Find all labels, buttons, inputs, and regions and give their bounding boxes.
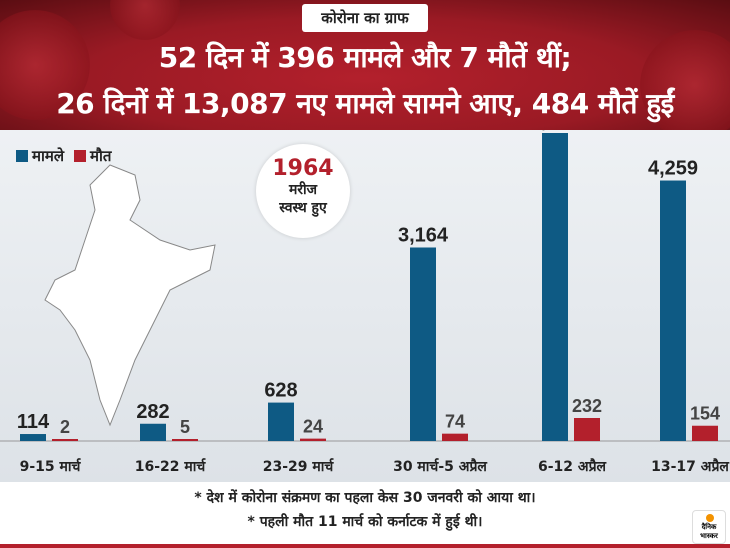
cases-label: 282 [136, 401, 169, 423]
cases-label: 114 [17, 411, 50, 433]
cases-label: 628 [264, 380, 297, 402]
legend-cases: मामले [16, 146, 64, 166]
deaths-label: 232 [572, 396, 602, 416]
header-banner: कोरोना का ग्राफ 52 दिन में 396 मामले और … [0, 0, 730, 140]
cases-label: 5,036 [530, 130, 580, 132]
dainik-bhaskar-logo: दैनिक भास्कर [692, 510, 726, 544]
legend: मामले मौत [16, 146, 111, 166]
category-label: 9-15 मार्च [20, 458, 82, 475]
cases-label: 3,164 [398, 224, 449, 246]
deaths-bar [52, 439, 78, 441]
deaths-label: 74 [445, 412, 465, 432]
deaths-bar [442, 433, 468, 441]
chart-area: मामले मौत 1964 मरीज स्वस्थ हुए 114 2 9-15 … [0, 130, 730, 482]
cases-bar [268, 402, 294, 441]
deaths-label: 5 [180, 417, 190, 437]
deaths-label: 2 [60, 417, 70, 437]
recovered-text-1: मरीज [288, 182, 318, 198]
footnote-2: * पहली मौत 11 मार्च को कर्नाटक में हुई थ… [247, 514, 483, 530]
bar-chart: 114 2 9-15 मार्च 282 5 16-22 मार्च 628 24 23-29 … [0, 130, 730, 475]
bottom-bar [0, 544, 730, 548]
cases-bar [410, 247, 436, 441]
recovered-text-2: स्वस्थ हुए [279, 200, 327, 216]
footnote-1: * देश में कोरोना संक्रमण का पहला केस 30 … [194, 490, 536, 506]
headline-line-2: 26 दिनों में 13,087 नए मामले सामने आए, 4… [56, 87, 674, 120]
cases-bar [140, 423, 166, 441]
cases-bar [660, 180, 686, 441]
footer-notes: * देश में कोरोना संक्रमण का पहला केस 30 … [0, 482, 730, 544]
deaths-bar [574, 418, 600, 441]
deaths-label: 24 [303, 417, 323, 437]
category-label: 6-12 अप्रैल [538, 458, 607, 475]
cases-label: 4,259 [648, 158, 698, 180]
india-map-icon [44, 164, 216, 427]
deaths-bar [692, 425, 718, 441]
category-label: 23-29 मार्च [263, 458, 335, 475]
cases-bar [20, 434, 46, 441]
deaths-label: 154 [690, 404, 720, 424]
cases-bar [542, 133, 568, 441]
category-label: 16-22 मार्च [135, 458, 207, 475]
category-label: 30 मार्च-5 अप्रैल [393, 458, 487, 475]
deaths-bar [300, 438, 326, 441]
category-label: 13-17 अप्रैल [651, 458, 729, 475]
headline-line-1: 52 दिन में 396 मामले और 7 मौतें थीं; [158, 41, 572, 74]
deaths-bar [172, 439, 198, 441]
recovered-count: 1964 [272, 156, 334, 181]
graph-tag: कोरोना का ग्राफ [302, 4, 428, 32]
legend-deaths: मौत [74, 146, 111, 166]
recovered-badge: 1964 मरीज स्वस्थ हुए [256, 144, 350, 238]
